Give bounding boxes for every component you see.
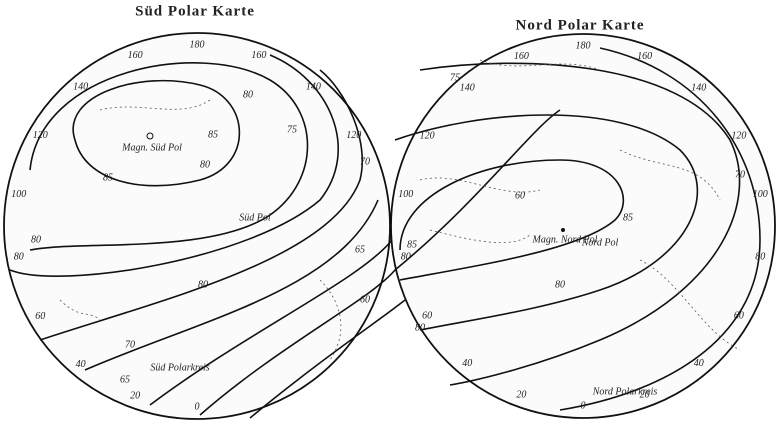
isocline-label: 75 bbox=[450, 72, 460, 83]
edge-degree-label: 0 bbox=[195, 401, 200, 412]
isocline-label: 70 bbox=[125, 339, 135, 350]
isocline-label: 80 bbox=[415, 322, 425, 333]
edge-degree-label: 160 bbox=[514, 51, 529, 62]
pole-label: Nord Pol bbox=[581, 237, 619, 248]
edge-degree-label: 80 bbox=[755, 252, 765, 263]
north-map-disc bbox=[391, 34, 775, 418]
isocline-label: 85 bbox=[208, 129, 218, 140]
edge-degree-label: 80 bbox=[14, 252, 24, 263]
isocline-label: 80 bbox=[198, 279, 208, 290]
edge-degree-label: 140 bbox=[306, 82, 321, 93]
edge-degree-label: 120 bbox=[420, 130, 435, 141]
edge-degree-label: 20 bbox=[640, 389, 650, 400]
polar-circle-label: Süd Polarkreis bbox=[150, 362, 209, 373]
isocline-label: 80 bbox=[555, 279, 565, 290]
edge-degree-label: 40 bbox=[694, 358, 704, 369]
edge-degree-label: 60 bbox=[422, 310, 432, 321]
edge-degree-label: 20 bbox=[130, 390, 140, 401]
isocline-label: 80 bbox=[200, 159, 210, 170]
isocline-label: 70 bbox=[360, 156, 370, 167]
edge-degree-label: 60 bbox=[35, 311, 45, 322]
isocline-label: 70 bbox=[735, 169, 745, 180]
isocline-label: 75 bbox=[287, 124, 297, 135]
edge-degree-label: 100 bbox=[398, 189, 413, 200]
edge-degree-label: 140 bbox=[73, 82, 88, 93]
pole-label: Süd Pol bbox=[239, 212, 271, 223]
edge-degree-label: 120 bbox=[346, 130, 361, 141]
edge-degree-label: 100 bbox=[753, 189, 768, 200]
edge-degree-label: 120 bbox=[33, 130, 48, 141]
map-title: Süd Polar Karte bbox=[135, 3, 255, 19]
edge-degree-label: 20 bbox=[516, 389, 526, 400]
magnetic-pole-label: Magn. Süd Pol bbox=[121, 142, 182, 153]
edge-degree-label: 180 bbox=[576, 40, 591, 51]
edge-degree-label: 40 bbox=[76, 359, 86, 370]
edge-degree-label: 100 bbox=[11, 189, 26, 200]
isocline-label: 85 bbox=[103, 172, 113, 183]
edge-degree-label: 180 bbox=[190, 39, 205, 50]
edge-degree-label: 80 bbox=[401, 252, 411, 263]
polar-maps: Süd Polar Karte Nord Polar Karte Magn. S… bbox=[0, 0, 776, 422]
isocline-label: 60 bbox=[515, 190, 525, 201]
isocline-label: 85 bbox=[407, 239, 417, 250]
south-map-disc bbox=[4, 33, 390, 419]
edge-degree-label: 40 bbox=[462, 358, 472, 369]
isocline-label: 60 bbox=[360, 294, 370, 305]
edge-degree-label: 140 bbox=[691, 82, 706, 93]
edge-degree-label: 140 bbox=[460, 82, 475, 93]
edge-degree-label: 0 bbox=[581, 400, 586, 411]
edge-degree-label: 160 bbox=[128, 50, 143, 61]
map-title: Nord Polar Karte bbox=[515, 17, 644, 33]
isocline-label: 85 bbox=[623, 212, 633, 223]
edge-degree-label: 160 bbox=[637, 51, 652, 62]
isocline-label: 65 bbox=[120, 374, 130, 385]
isocline-label: 80 bbox=[243, 89, 253, 100]
edge-degree-label: 60 bbox=[734, 310, 744, 321]
magnetic-pole-marker bbox=[561, 228, 565, 232]
edge-degree-label: 160 bbox=[251, 50, 266, 61]
isocline-label: 65 bbox=[355, 244, 365, 255]
edge-degree-label: 120 bbox=[731, 130, 746, 141]
isocline-label: 80 bbox=[31, 234, 41, 245]
